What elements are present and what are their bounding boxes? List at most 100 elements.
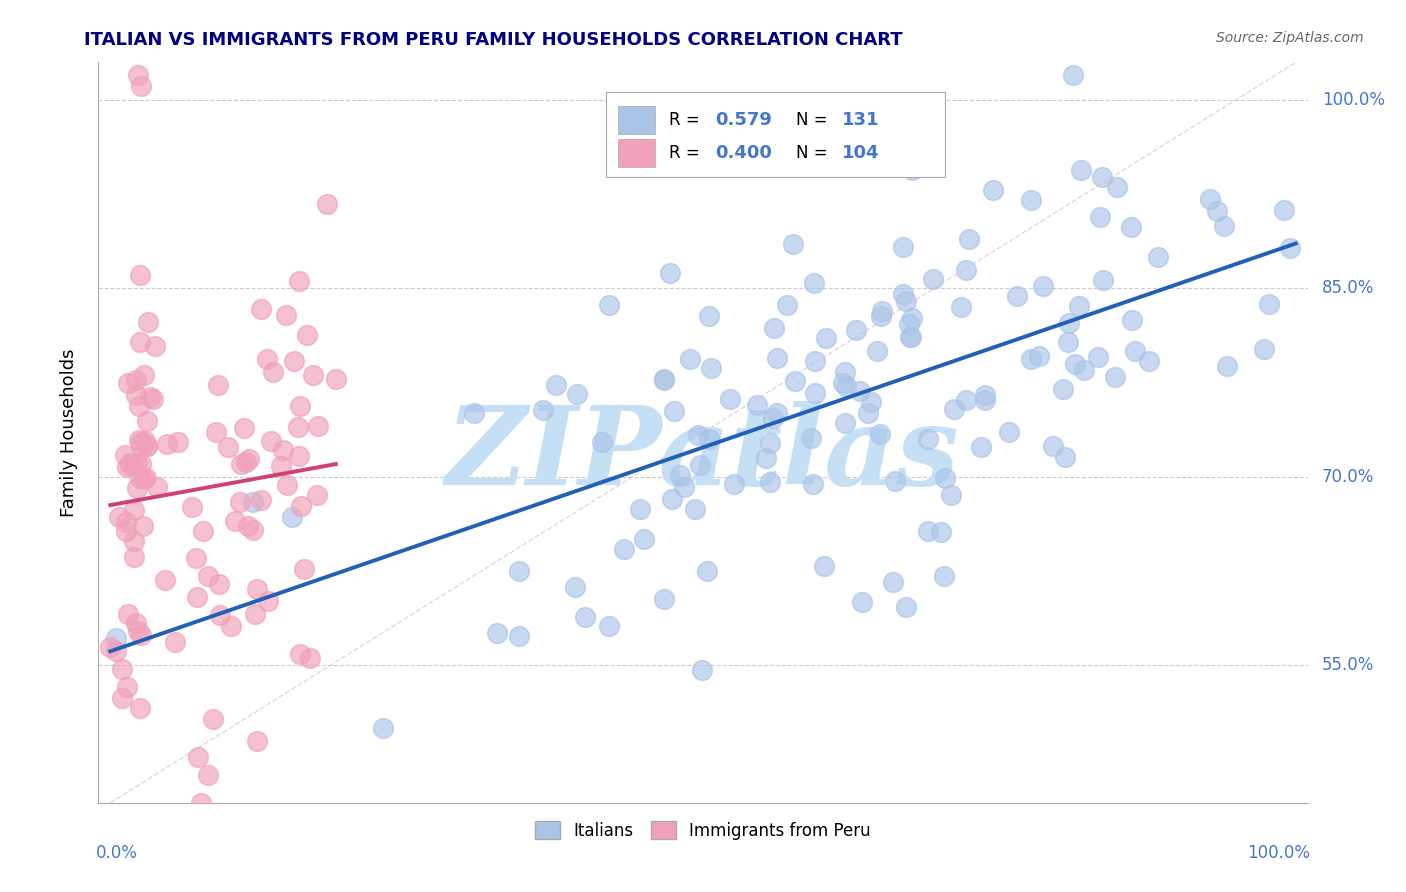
Point xyxy=(565,387,588,401)
Point xyxy=(305,488,328,502)
Point xyxy=(287,450,309,464)
Text: ITALIAN VS IMMIGRANTS FROM PERU FAMILY HOUSEHOLDS CORRELATION CHART: ITALIAN VS IMMIGRANTS FROM PERU FAMILY H… xyxy=(84,31,903,49)
Point xyxy=(745,398,768,412)
Point xyxy=(921,272,943,286)
Point xyxy=(246,582,269,596)
Point xyxy=(815,331,838,345)
Point xyxy=(125,388,148,402)
Point xyxy=(1258,297,1281,311)
Text: N =: N = xyxy=(796,144,832,161)
Point xyxy=(804,354,827,368)
Point xyxy=(104,644,127,658)
Point xyxy=(929,524,952,539)
Bar xyxy=(619,138,655,167)
Point xyxy=(901,162,924,177)
Text: 85.0%: 85.0% xyxy=(1322,279,1375,297)
Point xyxy=(697,309,720,323)
Point xyxy=(224,514,246,528)
Point xyxy=(700,360,723,375)
Point xyxy=(849,384,872,398)
Point xyxy=(856,406,879,420)
Point xyxy=(128,268,150,282)
Point xyxy=(869,426,891,441)
Text: N =: N = xyxy=(796,112,832,129)
Point xyxy=(628,501,651,516)
Point xyxy=(1091,170,1114,185)
Point xyxy=(897,318,920,332)
Point xyxy=(136,315,159,329)
Text: R =: R = xyxy=(669,112,706,129)
Point xyxy=(270,458,292,473)
Point xyxy=(598,619,620,633)
Point xyxy=(831,376,853,390)
Point xyxy=(1052,382,1074,396)
Point xyxy=(658,266,681,280)
Point xyxy=(1019,352,1042,367)
Point xyxy=(763,321,786,335)
Point xyxy=(932,568,955,582)
Point xyxy=(128,334,150,349)
Point xyxy=(287,419,309,434)
Point xyxy=(98,640,121,655)
Point xyxy=(114,448,136,462)
Point xyxy=(1042,439,1064,453)
Point xyxy=(117,607,139,621)
Point xyxy=(128,399,150,413)
Point xyxy=(633,533,655,547)
Point xyxy=(1121,219,1143,234)
Text: R =: R = xyxy=(669,144,706,161)
Point xyxy=(297,328,319,343)
Point xyxy=(136,439,159,453)
Point xyxy=(371,721,394,735)
Point xyxy=(271,443,294,458)
Point xyxy=(755,451,778,466)
Point xyxy=(1253,342,1275,356)
Point xyxy=(785,374,807,388)
Point xyxy=(143,339,166,353)
Point xyxy=(1067,299,1090,313)
Point xyxy=(860,394,883,409)
Point xyxy=(120,458,142,473)
Point xyxy=(131,79,153,94)
Point xyxy=(834,365,856,379)
Point xyxy=(1121,313,1143,327)
Point xyxy=(229,457,252,471)
Point xyxy=(190,796,212,810)
Point xyxy=(652,592,675,607)
Point xyxy=(184,550,207,565)
Point xyxy=(463,406,485,420)
Point xyxy=(276,308,298,322)
Point xyxy=(776,298,799,312)
Point xyxy=(1005,289,1028,303)
Point xyxy=(187,749,209,764)
Point xyxy=(804,385,827,400)
Point xyxy=(942,402,965,417)
Point xyxy=(950,300,973,314)
Point xyxy=(229,494,252,508)
Point xyxy=(201,712,224,726)
Point xyxy=(766,405,789,419)
Point xyxy=(127,68,149,82)
Point xyxy=(262,366,284,380)
Point xyxy=(1070,163,1092,178)
Point xyxy=(243,607,266,621)
Point xyxy=(256,352,278,367)
Point xyxy=(803,276,825,290)
Point xyxy=(1272,203,1295,218)
Point xyxy=(127,481,149,495)
Point xyxy=(236,519,259,533)
Point xyxy=(115,524,138,539)
Point xyxy=(891,239,914,253)
Point xyxy=(699,432,721,446)
Point xyxy=(111,690,134,705)
Point xyxy=(758,436,780,450)
Point xyxy=(127,457,149,471)
Point xyxy=(1146,250,1168,264)
Point xyxy=(683,501,706,516)
Point xyxy=(598,298,620,312)
Point xyxy=(197,768,219,782)
Point xyxy=(718,392,741,406)
Point xyxy=(613,541,636,556)
Point xyxy=(120,456,142,470)
Text: 100.0%: 100.0% xyxy=(1247,844,1310,862)
